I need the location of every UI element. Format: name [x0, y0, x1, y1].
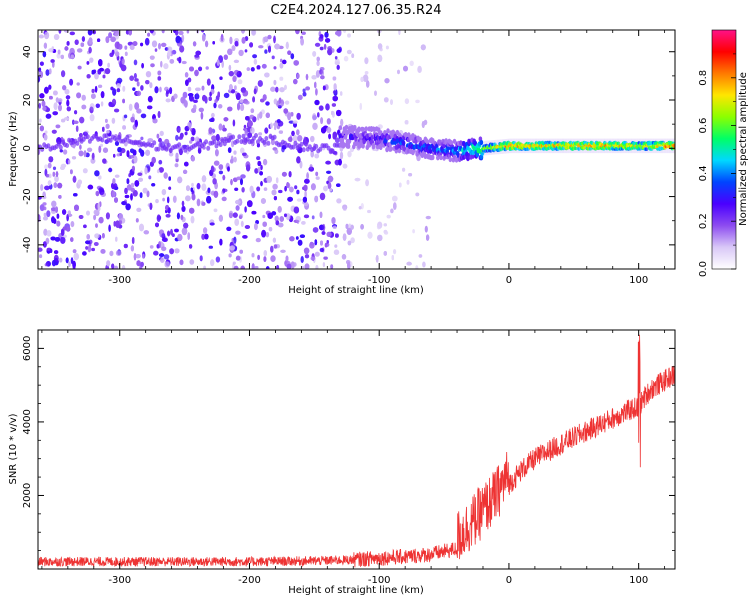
spectrogram-x-tick-label: -300 [108, 275, 131, 286]
snr-x-tick-label: 0 [506, 575, 512, 586]
spectrogram-y-axis-label: Frequency (Hz) [8, 111, 19, 187]
snr-series-line [38, 334, 675, 568]
snr-x-tick-label: 100 [629, 575, 648, 586]
snr-frame [37, 329, 676, 570]
spectrogram-x-tick-label: -200 [238, 275, 261, 286]
spectrogram-x-tick-label: 100 [629, 275, 648, 286]
spectrogram-y-tick-label: -20 [22, 188, 33, 204]
snr-x-tick-label: -300 [108, 575, 131, 586]
colorbar-tick-label: 0.0 [698, 261, 709, 277]
colorbar: 0.0 0.2 0.4 0.6 0.8 Normalized spectral ampl… [698, 29, 749, 277]
snr-x-axis-label: Height of straight line (km) [288, 585, 424, 596]
spectrogram-x-tick-label: -100 [368, 275, 391, 286]
spectrogram-x-tick-label: 0 [506, 275, 512, 286]
colorbar-gradient [712, 30, 736, 269]
colorbar-label: Normalized spectral amplitude [738, 72, 749, 226]
colorbar-tick-label: 0.6 [698, 118, 709, 134]
snr-background [38, 330, 675, 569]
colorbar-tick-label: 0.8 [698, 70, 709, 86]
snr-tick-labels: -300 -200 -100 0 100 2000 4000 6000 [22, 336, 648, 586]
figure-title: C2E4.2024.127.06.35.R24 [270, 3, 441, 18]
spectrogram-x-axis-label: Height of straight line (km) [288, 285, 424, 296]
spectrogram-y-tick-label: 40 [22, 45, 33, 58]
colorbar-ticks: 0.0 0.2 0.4 0.6 0.8 [698, 53, 736, 277]
snr-y-axis-label: SNR (10 * v/v) [8, 413, 19, 484]
snr-x-tick-label: -200 [238, 575, 261, 586]
spectrogram-y-tick-label: -40 [22, 237, 33, 253]
spectrogram-y-tick-label: 20 [22, 94, 33, 107]
snr-y-tick-label: 2000 [22, 483, 33, 508]
snr-panel: -300 -200 -100 0 100 2000 4000 6000 Height of s… [8, 329, 676, 596]
snr-y-tick-label: 6000 [22, 336, 33, 361]
snr-y-tick-label: 4000 [22, 409, 33, 434]
spectrogram-background [38, 30, 675, 269]
snr-x-tick-label: -100 [368, 575, 391, 586]
spectrogram-frame [37, 29, 676, 270]
spectrogram-ticks [38, 30, 675, 270]
spectrogram-y-tick-label: 0 [22, 145, 33, 151]
colorbar-tick-label: 0.4 [698, 165, 709, 181]
spectrogram-content [38, 30, 675, 269]
colorbar-tick-label: 0.2 [698, 213, 709, 229]
